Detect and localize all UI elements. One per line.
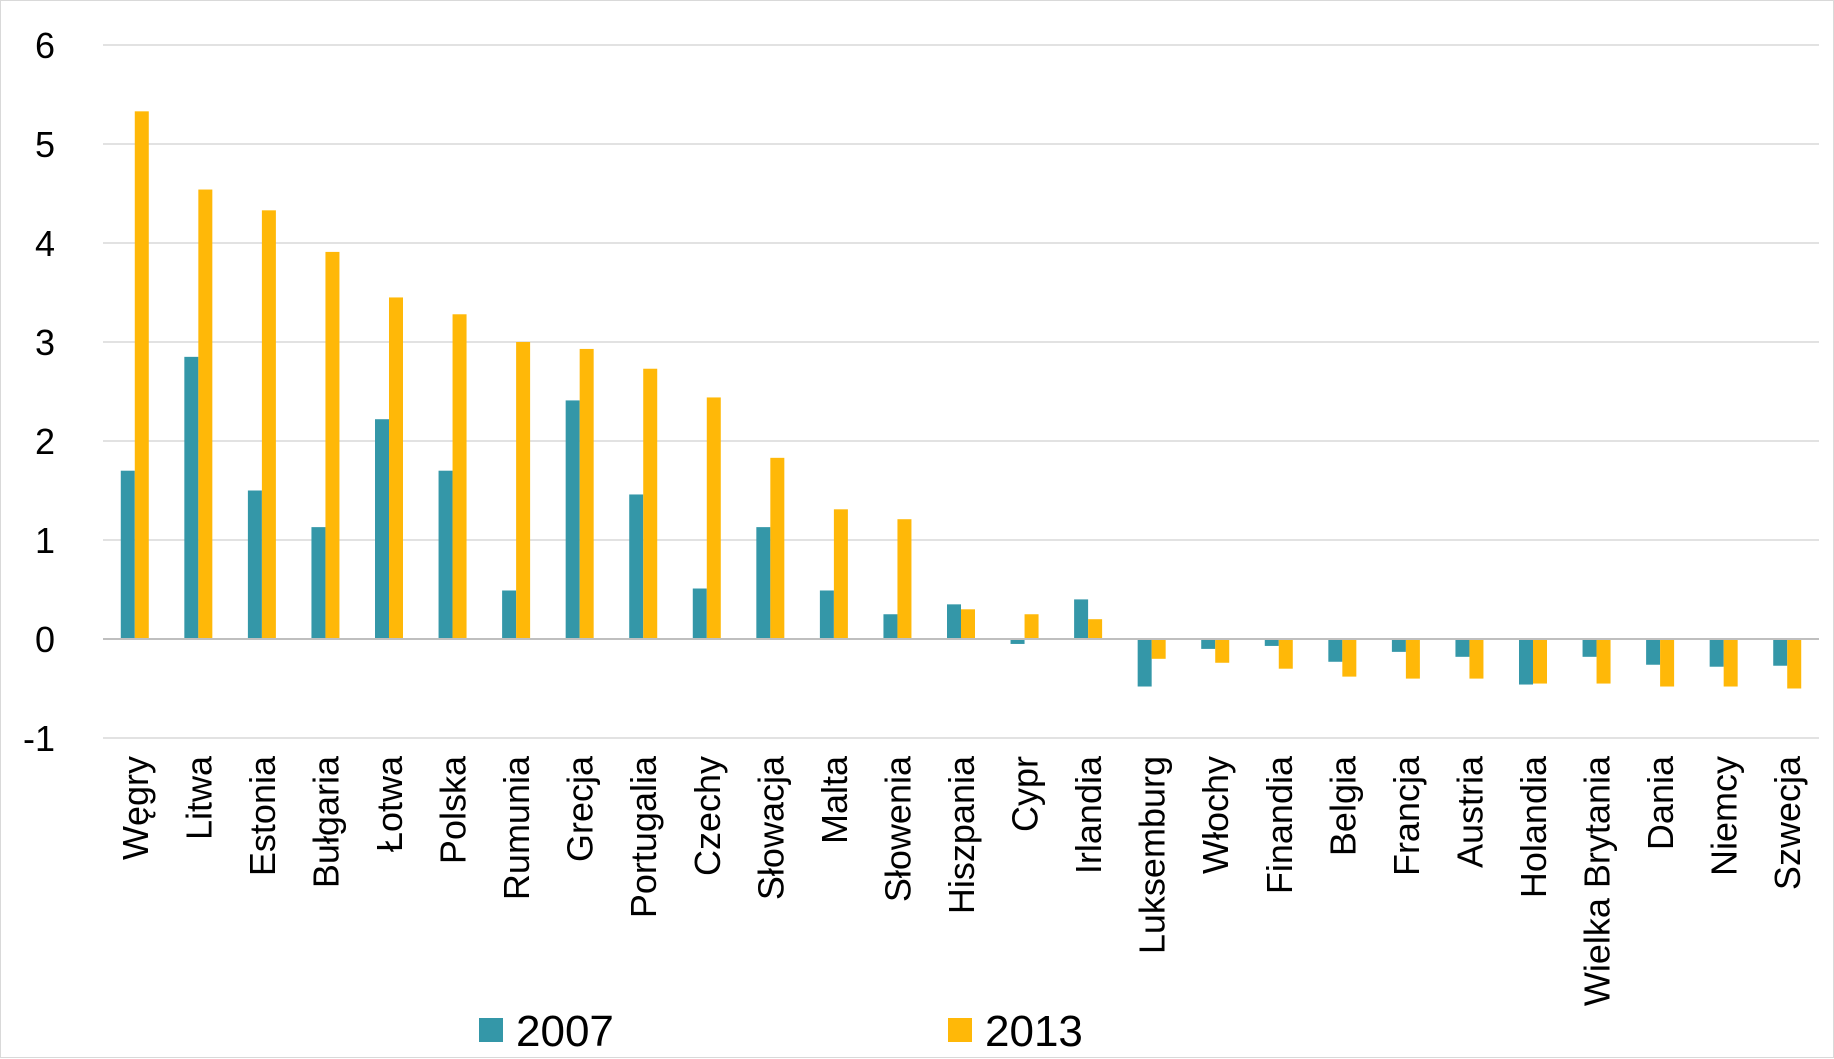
bar-2013 (706, 397, 721, 639)
legend-label-2013: 2013 (985, 1007, 1083, 1056)
category-label: Luksemburg (1132, 756, 1173, 954)
bar-2007 (247, 490, 262, 639)
bar-2007 (819, 590, 834, 639)
bar-2013 (1405, 639, 1420, 679)
category-label: Francja (1386, 755, 1427, 876)
bar-2013 (389, 297, 403, 639)
bar-2013 (1024, 614, 1039, 639)
bar-2013 (833, 509, 848, 639)
bar-2007 (1010, 639, 1025, 644)
bar-2013 (452, 314, 467, 639)
y-tick-label: -1 (23, 718, 55, 759)
category-label: Polska (433, 755, 474, 864)
bar-2013 (1469, 639, 1484, 679)
category-label: Estonia (242, 755, 283, 876)
category-label: Słowacja (750, 755, 791, 900)
category-label: Irlandia (1068, 755, 1109, 874)
bar-2007 (629, 494, 644, 639)
category-label: Malta (814, 755, 855, 844)
bars (120, 111, 1802, 689)
bar-2007 (184, 356, 199, 639)
y-tick-label: 4 (35, 223, 55, 264)
y-tick-label: 5 (35, 124, 55, 165)
category-label: Słowenia (877, 755, 918, 902)
bar-2007 (1391, 639, 1406, 652)
legend-label-2007: 2007 (516, 1007, 614, 1056)
bar-2007 (375, 419, 389, 639)
legend-swatch-2013 (948, 1018, 972, 1042)
bar-2013 (1088, 619, 1103, 639)
category-label: Wielka Brytania (1577, 755, 1618, 1006)
bar-2007 (1582, 639, 1597, 657)
bar-2007 (502, 590, 517, 639)
bar-2013 (198, 189, 213, 640)
legend: 2007 2013 (479, 1007, 1083, 1056)
bar-2007 (1709, 639, 1724, 667)
category-label: Cypr (1005, 756, 1046, 832)
category-label: Holandia (1513, 755, 1554, 898)
bar-2007 (947, 604, 961, 639)
bar-2007 (1264, 639, 1279, 646)
bar-2007 (1074, 599, 1089, 639)
bar-2007 (1646, 639, 1661, 665)
bar-2013 (516, 342, 531, 639)
bar-2013 (579, 348, 594, 639)
y-tick-label: 1 (35, 520, 55, 561)
y-tick-label: 6 (35, 25, 55, 66)
bar-2013 (1151, 639, 1166, 659)
bar-2007 (1519, 639, 1533, 685)
bar-2007 (311, 527, 326, 639)
legend-swatch-2007 (479, 1018, 503, 1042)
category-label: Włochy (1195, 756, 1236, 874)
category-label: Szwecja (1767, 755, 1808, 890)
category-label: Dania (1640, 755, 1681, 850)
category-label: Belgia (1322, 755, 1363, 856)
category-label: Austria (1449, 755, 1490, 868)
bar-2007 (1201, 639, 1216, 649)
bar-2007 (1328, 639, 1343, 662)
y-tick-label: 3 (35, 322, 55, 363)
bar-2013 (1787, 639, 1802, 689)
bar-2013 (1215, 639, 1230, 663)
bar-2007 (883, 614, 898, 639)
category-label: Niemcy (1704, 756, 1745, 876)
bar-2007 (438, 470, 453, 639)
y-tick-label: 2 (35, 421, 55, 462)
category-label: Rumunia (496, 755, 537, 900)
bar-2007 (1137, 639, 1152, 687)
bar-2007 (756, 527, 771, 639)
bar-2013 (325, 251, 340, 639)
category-label: Łotwa (369, 755, 410, 852)
bar-2007 (692, 588, 707, 639)
bar-2013 (897, 519, 912, 639)
bar-2013 (1278, 639, 1293, 669)
bar-2013 (1596, 639, 1611, 684)
bar-2007 (1455, 639, 1470, 657)
bar-2007 (1773, 639, 1788, 666)
category-labels: Węgry Litwa Estonia Bułgaria Łotwa Polska Rumu… (115, 755, 1808, 1006)
category-label: Grecja (560, 755, 601, 862)
bar-2013 (134, 111, 149, 639)
bar-2007 (565, 400, 580, 639)
bar-2013 (961, 609, 975, 639)
category-label: Litwa (178, 755, 219, 840)
category-label: Węgry (115, 756, 156, 860)
category-label: Czechy (687, 756, 728, 876)
bar-2013 (1533, 639, 1547, 684)
y-axis: -1 0 1 2 3 4 5 6 (23, 25, 55, 759)
bar-2013 (770, 457, 785, 639)
bar-2007 (120, 470, 135, 639)
bar-2013 (1723, 639, 1738, 687)
bar-2013 (261, 210, 276, 639)
bar-2013 (1660, 639, 1675, 687)
y-tick-label: 0 (35, 619, 55, 660)
category-label: Portugalia (623, 755, 664, 918)
category-label: Bułgaria (305, 755, 346, 888)
category-label: Hiszpania (941, 755, 982, 914)
bar-2013 (1342, 639, 1357, 677)
bar-2013 (643, 368, 658, 639)
category-label: Finandia (1259, 755, 1300, 894)
